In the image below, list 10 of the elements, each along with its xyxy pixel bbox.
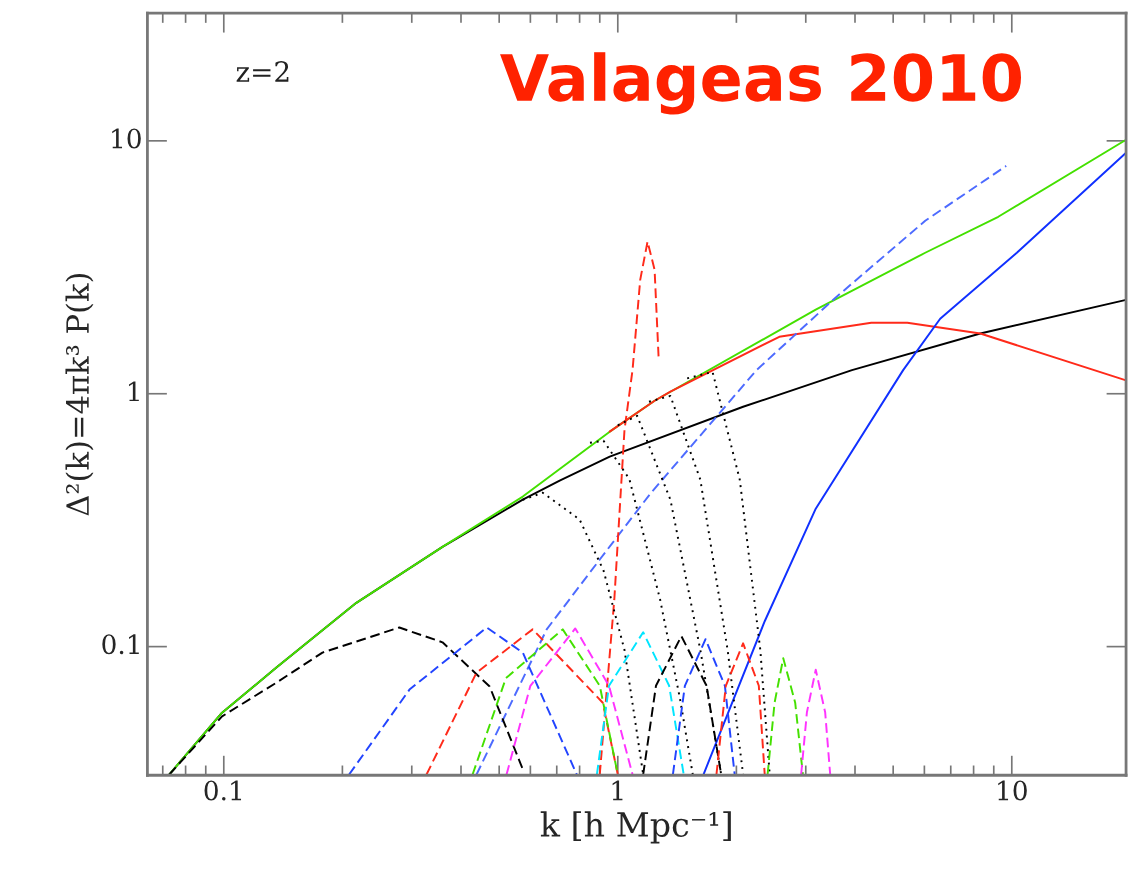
- x-tick-label: 10: [998, 780, 1027, 801]
- y-axis-title: Δ²(k)=4πk³ P(k): [65, 274, 94, 516]
- y-tick-label: 10: [112, 128, 141, 149]
- annotation: z=2: [236, 61, 289, 82]
- x-tick-label: 1: [612, 780, 623, 801]
- y-tick-label: 1: [128, 381, 139, 402]
- annotation: Valageas 2010: [500, 52, 1021, 115]
- x-tick-label: 0.1: [204, 780, 242, 801]
- y-tick-label: 0.1: [102, 634, 139, 655]
- x-axis-title: k [h Mpc⁻¹]: [540, 811, 731, 844]
